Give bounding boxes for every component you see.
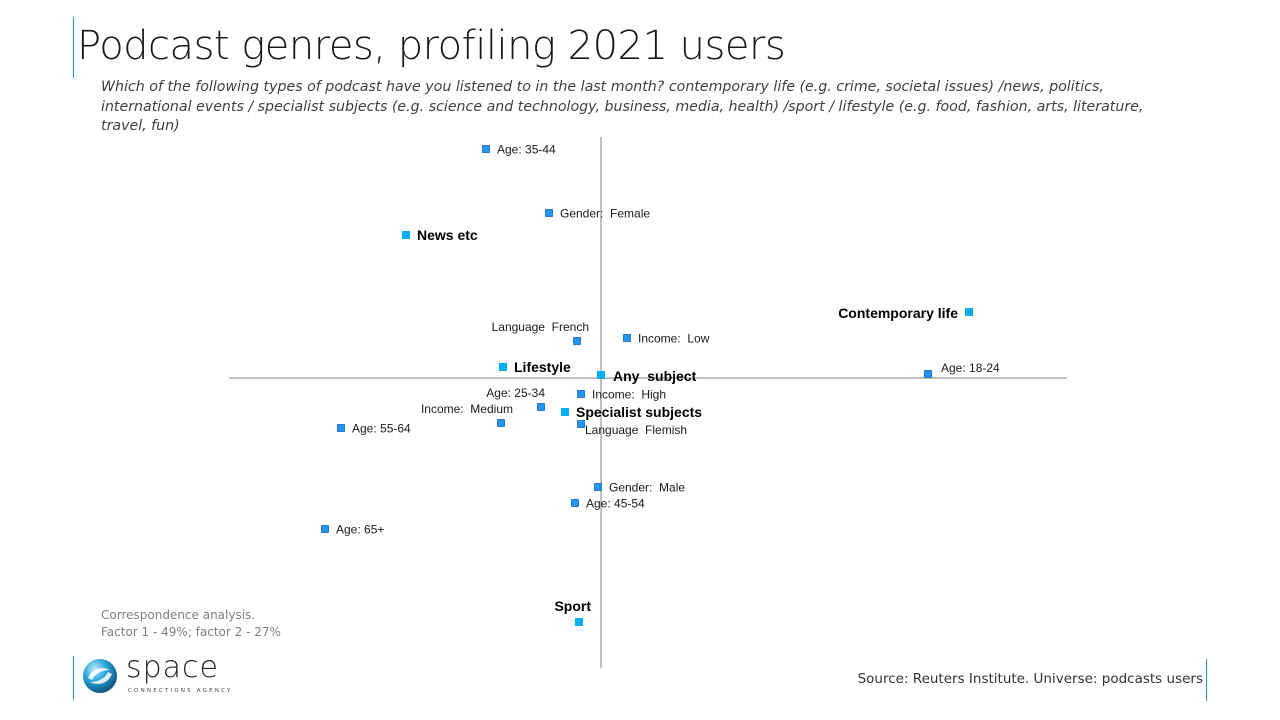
- demographic-label-income-medium: Income: Medium: [421, 402, 513, 416]
- genre-point-specialist-subjects: [561, 408, 569, 416]
- genre-point-lifestyle: [499, 363, 507, 371]
- demographic-point-language-french: [573, 337, 581, 345]
- title-accent-line: [73, 17, 74, 78]
- demographic-point-gender-female: [545, 209, 553, 217]
- demographic-point-age-18-24: [924, 370, 932, 378]
- demographic-point-language-flemish: [577, 420, 585, 428]
- genre-point-any-subject: [597, 371, 605, 379]
- genre-label-sport: Sport: [554, 598, 591, 614]
- genre-point-contemporary-life: [965, 308, 973, 316]
- demographic-point-income-high: [577, 390, 585, 398]
- demographic-label-language-french: Language French: [492, 320, 589, 334]
- analysis-note-line1: Correspondence analysis.: [101, 608, 256, 622]
- demographic-label-gender-female: Gender: Female: [560, 207, 650, 221]
- demographic-point-age-35-44: [482, 145, 490, 153]
- demographic-label-income-high: Income: High: [592, 388, 666, 402]
- demographic-point-age-55-64: [337, 424, 345, 432]
- company-logo: space CONNECTIONS AGENCY: [73, 650, 253, 702]
- globe-logo-icon: [83, 659, 117, 693]
- demographic-label-age-25-34: Age: 25-34: [486, 386, 545, 400]
- genre-label-contemporary-life: Contemporary life: [838, 305, 958, 321]
- demographic-point-income-medium: [497, 419, 505, 427]
- genre-label-lifestyle: Lifestyle: [514, 359, 571, 375]
- page-title: Podcast genres, profiling 2021 users: [77, 23, 786, 69]
- source-note: Source: Reuters Institute. Universe: pod…: [857, 671, 1203, 687]
- demographic-point-age-65: [321, 525, 329, 533]
- demographic-label-age-18-24: Age: 18-24: [941, 361, 1000, 375]
- demographic-label-age-45-54: Age: 45-54: [586, 497, 645, 511]
- demographic-label-age-55-64: Age: 55-64: [352, 422, 411, 436]
- logo-accent-line: [73, 656, 74, 700]
- source-accent-line: [1206, 659, 1207, 701]
- demographic-label-age-35-44: Age: 35-44: [497, 143, 556, 157]
- logo-wordmark: space: [126, 650, 220, 685]
- analysis-note-line2: Factor 1 - 49%; factor 2 - 27%: [101, 625, 281, 639]
- demographic-label-language-flemish: Language Flemish: [585, 423, 687, 437]
- chart-marks: News etc Contemporary life Lifestyle Any su…: [321, 143, 1000, 626]
- analysis-note: Correspondence analysis. Factor 1 - 49%;…: [101, 607, 281, 641]
- demographic-label-income-low: Income: Low: [638, 332, 710, 346]
- genre-label-news-etc: News etc: [417, 227, 478, 243]
- demographic-point-age-25-34: [537, 403, 545, 411]
- genre-label-specialist-subjects: Specialist subjects: [576, 404, 702, 420]
- genre-label-any-subject: Any subject: [613, 368, 697, 384]
- logo-tagline: CONNECTIONS AGENCY: [128, 688, 233, 694]
- demographic-label-age-65: Age: 65+: [336, 523, 384, 537]
- demographic-label-gender-male: Gender: Male: [609, 481, 685, 495]
- demographic-point-income-low: [623, 334, 631, 342]
- genre-point-news-etc: [402, 231, 410, 239]
- demographic-point-gender-male: [594, 483, 602, 491]
- genre-point-sport: [575, 618, 583, 626]
- question-subtitle: Which of the following types of podcast …: [101, 79, 1144, 134]
- demographic-point-age-45-54: [571, 499, 579, 507]
